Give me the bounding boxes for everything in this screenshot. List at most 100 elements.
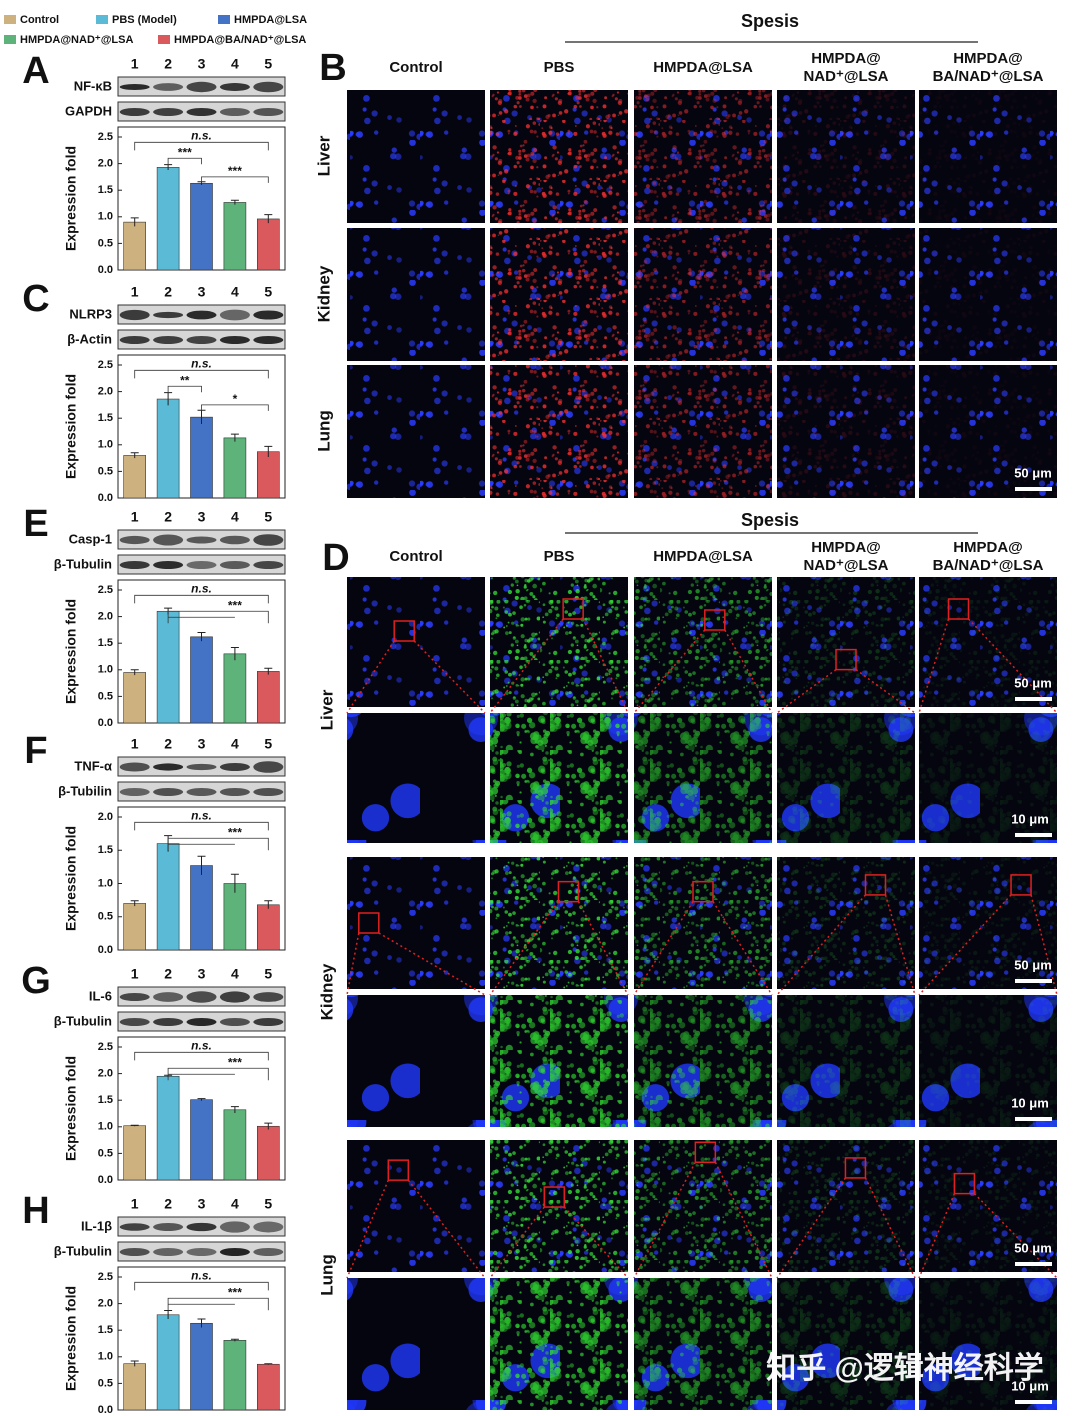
micrograph-signal <box>490 90 628 223</box>
bar <box>223 437 247 499</box>
column-header: HMPDA@ <box>953 50 1023 67</box>
micrograph-signal <box>777 857 915 989</box>
bar <box>256 671 280 724</box>
blot-band <box>253 336 284 344</box>
y-tick-label: 0.5 <box>98 237 113 249</box>
scale-bar-label: 10 μm <box>1011 811 1049 826</box>
blot-band <box>119 561 150 569</box>
blot-band <box>119 1018 150 1026</box>
error-bar <box>230 1106 239 1113</box>
lane-label: 4 <box>231 509 239 525</box>
micrograph-nuclei <box>347 1140 485 1272</box>
lane-label: 4 <box>231 966 239 982</box>
blot-band <box>253 534 284 546</box>
blot-label: NF-κB <box>74 78 112 93</box>
bar <box>223 202 247 271</box>
scale-bar-label: 10 μm <box>1011 1378 1049 1393</box>
bar <box>190 416 213 499</box>
blot-label: β-Tubilin <box>58 783 112 798</box>
lane-label: 5 <box>264 56 272 72</box>
y-tick-label: 0.5 <box>98 1147 113 1159</box>
bracket <box>134 141 269 151</box>
bar <box>256 218 280 271</box>
blot-band <box>153 561 184 569</box>
blot-label: Casp-1 <box>69 531 112 546</box>
lane-label: 4 <box>231 56 239 72</box>
error-bar <box>164 392 173 406</box>
bar <box>190 182 213 271</box>
y-tick-label: 1.5 <box>98 844 113 856</box>
micrograph-signal <box>634 1140 772 1272</box>
blot-band <box>119 1223 150 1231</box>
blot-band <box>219 336 250 344</box>
y-tick-label: 2.5 <box>98 584 113 596</box>
micrograph-signal <box>634 228 772 361</box>
scale-bar-label: 50 μm <box>1014 1240 1052 1255</box>
blot-band <box>253 1221 284 1233</box>
y-tick-label: 1.5 <box>98 1094 113 1106</box>
roi-guide <box>346 1179 486 1279</box>
zoom-micrograph-signal <box>490 1278 628 1410</box>
micrograph-nuclei <box>347 228 485 361</box>
legend-label: Control <box>20 14 59 26</box>
bar <box>156 398 180 499</box>
significance: n.s. <box>191 1268 212 1282</box>
y-tick-label: 2.5 <box>98 131 113 143</box>
micrograph-signal <box>919 1140 1057 1272</box>
error-bar <box>164 164 173 170</box>
significance: *** <box>228 1285 242 1299</box>
micrograph-signal <box>777 228 915 361</box>
lane-label: 5 <box>264 736 272 752</box>
y-tick-label: 0.0 <box>98 492 113 504</box>
scale-bar-label: 10 μm <box>1011 1095 1049 1110</box>
column-header: Control <box>389 59 442 76</box>
lane-label: 2 <box>164 1196 172 1212</box>
roi-box <box>694 1141 717 1163</box>
error-bar <box>230 1338 239 1342</box>
blot-band <box>119 762 150 772</box>
zoom-micrograph-nuclei <box>347 713 485 843</box>
error-bar <box>130 452 139 459</box>
blot-band <box>119 993 150 1001</box>
blot-band <box>153 1222 184 1232</box>
roi-guide <box>633 1161 773 1279</box>
bracket <box>167 385 202 393</box>
lane-label: 3 <box>198 736 206 752</box>
error-bar <box>130 1124 139 1127</box>
error-bar <box>130 900 139 907</box>
zoom-micrograph-nuclei <box>347 1278 485 1410</box>
bar <box>190 1322 213 1411</box>
zoom-micrograph-signal <box>777 1278 915 1410</box>
roi-box <box>835 648 857 671</box>
scale-bar-label: 50 μm <box>1014 957 1052 972</box>
y-tick-label: 1.0 <box>98 877 113 889</box>
zoom-micrograph-signal <box>490 713 628 843</box>
bar <box>223 653 247 724</box>
lane-label: 2 <box>164 509 172 525</box>
y-tick-label: 2.0 <box>98 1068 113 1080</box>
significance: *** <box>228 825 242 839</box>
lane-label: 1 <box>131 284 139 300</box>
blot-band <box>219 83 250 91</box>
blot-band <box>186 81 217 93</box>
y-tick-label: 0.0 <box>98 1404 113 1416</box>
column-header: NAD⁺@LSA <box>803 557 888 574</box>
blot-band <box>219 309 250 321</box>
blot-band <box>119 83 150 91</box>
significance: *** <box>228 164 242 178</box>
roi-guide <box>776 894 916 996</box>
zoom-micrograph-signal <box>919 1278 1057 1410</box>
lane-label: 2 <box>164 56 172 72</box>
column-header: NAD⁺@LSA <box>803 68 888 85</box>
lane-label: 5 <box>264 966 272 982</box>
bar <box>256 451 280 499</box>
lane-label: 3 <box>198 509 206 525</box>
significance: n.s. <box>191 808 212 822</box>
significance: *** <box>228 1055 242 1069</box>
bar <box>190 636 213 724</box>
zoom-micrograph-signal <box>634 1278 772 1410</box>
blot-band <box>253 761 284 773</box>
micrograph-signal <box>634 90 772 223</box>
y-tick-label: 2.5 <box>98 1041 113 1053</box>
blot-label: TNF-α <box>74 758 112 773</box>
